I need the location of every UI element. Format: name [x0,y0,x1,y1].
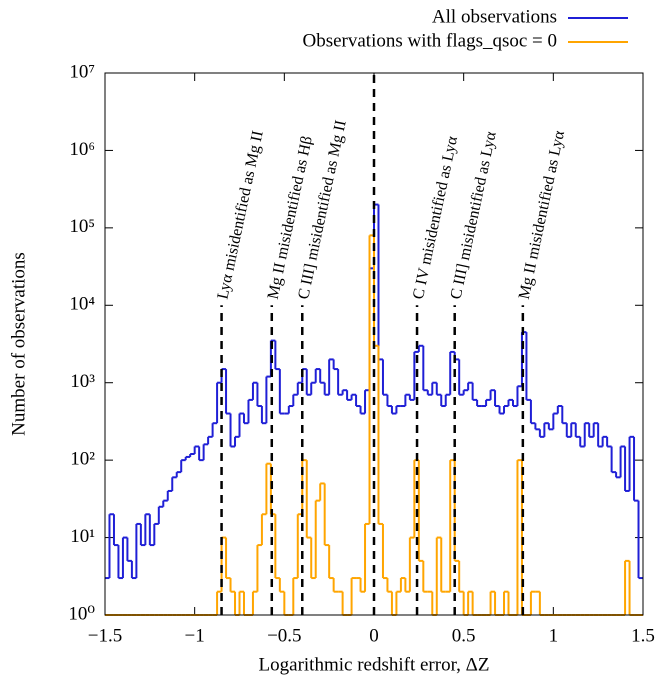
legend-label: Observations with flags_qsoc = 0 [302,30,557,51]
x-tick-label: 1.5 [631,625,655,646]
legend-label: All observations [432,6,557,27]
x-tick-label: 1 [549,625,559,646]
x-tick-label: −1.5 [88,625,122,646]
y-tick-label: 10⁵ [69,216,95,237]
y-tick-label: 10² [70,449,95,470]
x-tick-label: 0 [369,625,379,646]
x-tick-label: −0.5 [267,625,301,646]
annotation: Mg II misidentified as Lyα [516,129,568,301]
x-tick-label: 0.5 [452,625,476,646]
y-tick-label: 10¹ [70,526,95,547]
y-tick-label: 10⁰ [68,603,95,624]
plot-frame [104,72,644,616]
y-tick-label: 10³ [70,371,95,392]
x-axis-label: Logarithmic redshift error, ΔZ [259,654,490,675]
y-tick-label: 10⁴ [69,294,95,315]
y-tick-label: 10⁶ [69,139,95,160]
annotation: Lyα misidentified as Mg II [214,129,266,301]
y-axis-label: Number of observations [8,252,29,436]
y-tick-label: 10⁷ [69,61,95,82]
x-tick-label: −1 [185,625,205,646]
